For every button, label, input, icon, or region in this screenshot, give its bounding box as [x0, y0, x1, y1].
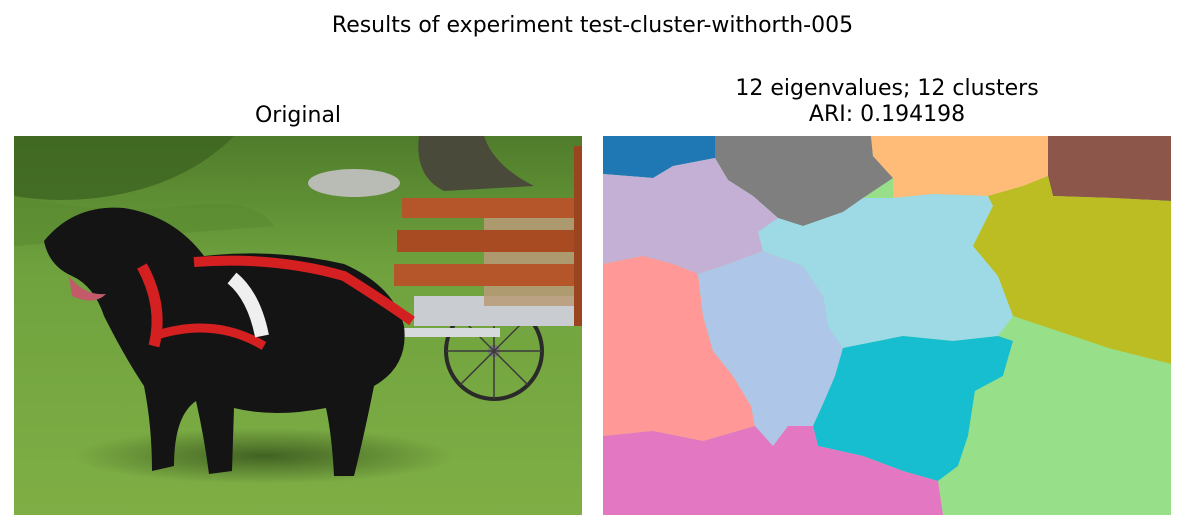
dog-shadow: [74, 428, 454, 484]
tree-trunk: [418, 136, 534, 191]
cluster-region: [758, 194, 1013, 348]
rock: [308, 169, 400, 197]
cluster-region: [1048, 136, 1171, 201]
segmentation-map-canvas: [603, 136, 1171, 515]
dog-mouth: [69, 276, 106, 301]
cluster-region: [698, 251, 843, 446]
cluster-region: [603, 426, 943, 515]
cart-post: [574, 146, 582, 326]
original-photo: [14, 136, 582, 515]
dark-grass-patch: [14, 136, 234, 200]
segmentation-panel-title: 12 eigenvalues; 12 clusters ARI: 0.19419…: [603, 76, 1171, 128]
segmentation-title-line1: 12 eigenvalues; 12 clusters: [735, 76, 1039, 101]
cluster-region: [938, 336, 1171, 515]
cluster-region: [715, 136, 893, 226]
cart-slat: [397, 230, 582, 252]
cluster-region: [603, 158, 778, 274]
cluster-region: [813, 336, 1013, 481]
segmentation-map: [603, 136, 1171, 515]
harness-pad: [227, 272, 269, 338]
original-photo-canvas: [14, 136, 582, 515]
segmentation-title-line2: ARI: 0.194198: [808, 102, 966, 127]
cart-slat: [402, 198, 582, 218]
original-panel-title: Original: [254, 103, 342, 128]
cluster-region: [603, 256, 755, 441]
dog-harness: [193, 255, 415, 326]
cluster-region: [871, 136, 1048, 198]
dog: [44, 207, 405, 477]
cart-basket: [484, 206, 582, 306]
cluster-region: [603, 136, 715, 178]
cart-slat: [394, 264, 582, 286]
cluster-region: [973, 176, 1171, 364]
dog-harness: [152, 323, 267, 350]
wheel-spoke: [459, 316, 529, 386]
figure-suptitle: Results of experiment test-cluster-witho…: [331, 13, 854, 38]
